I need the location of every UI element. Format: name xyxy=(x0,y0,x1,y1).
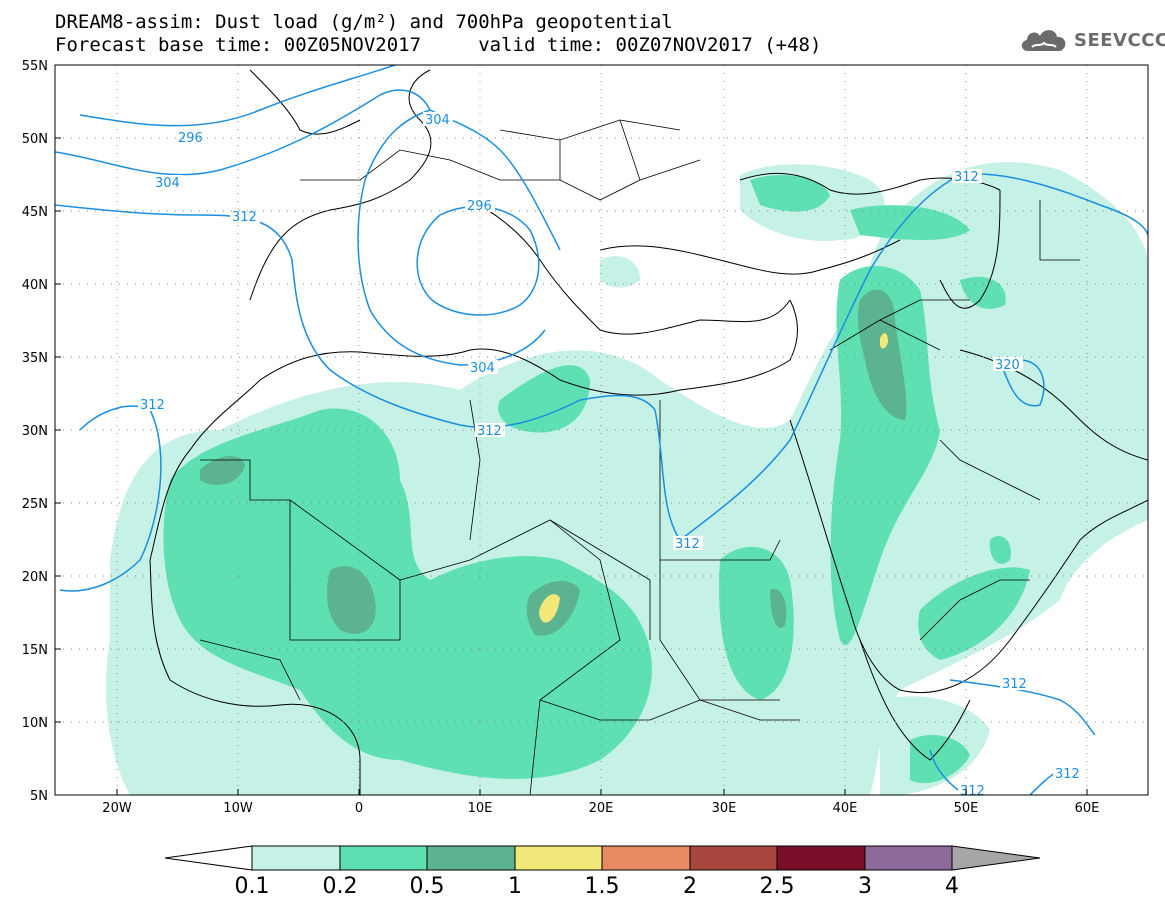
colorbar-label: 3 xyxy=(858,874,872,899)
latitude-labels: 55N 50N 45N 40N 35N 30N 25N 20N 15N 10N … xyxy=(22,59,48,804)
lon-tick-label: 20W xyxy=(102,801,132,816)
colorbar-box xyxy=(426,845,516,871)
colorbar-label: 2 xyxy=(683,874,697,899)
contour-label: 312 xyxy=(1002,677,1027,692)
contour-label: 312 xyxy=(232,210,257,225)
colorbar-label: 0.1 xyxy=(235,874,270,899)
colorbar-box xyxy=(601,845,691,871)
colorbar-label: 2.5 xyxy=(760,874,795,899)
lat-tick-label: 15N xyxy=(22,643,48,658)
lat-tick-label: 30N xyxy=(22,424,48,439)
dust-level-0.2 xyxy=(163,175,1030,784)
lat-tick-label: 10N xyxy=(22,716,48,731)
colorbar-box xyxy=(339,845,428,871)
colorbar-upper-arrow xyxy=(951,845,1041,871)
gridlines xyxy=(55,65,1148,795)
lon-tick-label: 10W xyxy=(223,801,253,816)
lat-tick-label: 35N xyxy=(22,351,48,366)
colorbar-label: 1.5 xyxy=(585,874,620,899)
colorbar-label: 0.5 xyxy=(410,874,445,899)
logo-text: SEEVCCC xyxy=(1074,29,1165,51)
colorbar-label: 1 xyxy=(508,874,522,899)
lat-tick-label: 5N xyxy=(30,789,48,804)
lat-tick-label: 40N xyxy=(22,278,48,293)
colorbar-label: 0.2 xyxy=(323,874,358,899)
map-subtitle: Forecast base time: 00Z05NOV2017 valid t… xyxy=(55,34,822,56)
lon-tick-label: 40E xyxy=(833,801,858,816)
colorbar-lower-arrow xyxy=(164,845,253,871)
lon-tick-label: 10E xyxy=(468,801,493,816)
lon-tick-label: 60E xyxy=(1075,801,1100,816)
tick-marks xyxy=(55,137,1088,795)
contour-label: 320 xyxy=(995,358,1020,373)
lat-tick-label: 25N xyxy=(22,497,48,512)
lat-tick-label: 55N xyxy=(22,59,48,74)
colorbar-box xyxy=(251,845,341,871)
colorbar: 0.1 0.2 0.5 1 1.5 2 2.5 3 4 xyxy=(164,845,1041,899)
colorbar-box xyxy=(514,845,603,871)
lon-tick-label: 0 xyxy=(355,801,363,816)
contour-label: 304 xyxy=(425,113,450,128)
contour-label: 304 xyxy=(470,361,495,376)
contour-label: 312 xyxy=(140,398,165,413)
contour-label: 296 xyxy=(467,199,492,214)
lon-tick-label: 50E xyxy=(954,801,979,816)
contour-label: 312 xyxy=(477,424,502,439)
cloud-icon xyxy=(1021,30,1066,51)
geopotential-contours xyxy=(55,65,1148,795)
contour-label: 296 xyxy=(178,131,203,146)
map-title: DREAM8-assim: Dust load (g/m²) and 700hP… xyxy=(55,11,673,33)
lon-tick-label: 30E xyxy=(712,801,737,816)
dust-level-1 xyxy=(539,333,888,623)
contour-label: 312 xyxy=(960,784,985,799)
lon-tick-label: 20E xyxy=(589,801,614,816)
contour-label: 312 xyxy=(1055,767,1080,782)
lat-tick-label: 50N xyxy=(22,132,48,147)
longitude-labels: 20W 10W 0 10E 20E 30E 40E 50E 60E xyxy=(102,801,1099,816)
colorbar-box xyxy=(864,845,953,871)
seevccc-logo: SEEVCCC xyxy=(1018,25,1165,55)
contour-label: 312 xyxy=(675,537,700,552)
colorbar-box xyxy=(776,845,866,871)
colorbar-box xyxy=(689,845,778,871)
colorbar-label: 4 xyxy=(945,874,959,899)
country-borders xyxy=(199,119,1080,795)
lat-tick-label: 20N xyxy=(22,570,48,585)
contour-label: 304 xyxy=(155,176,180,191)
lat-tick-label: 45N xyxy=(22,205,48,220)
